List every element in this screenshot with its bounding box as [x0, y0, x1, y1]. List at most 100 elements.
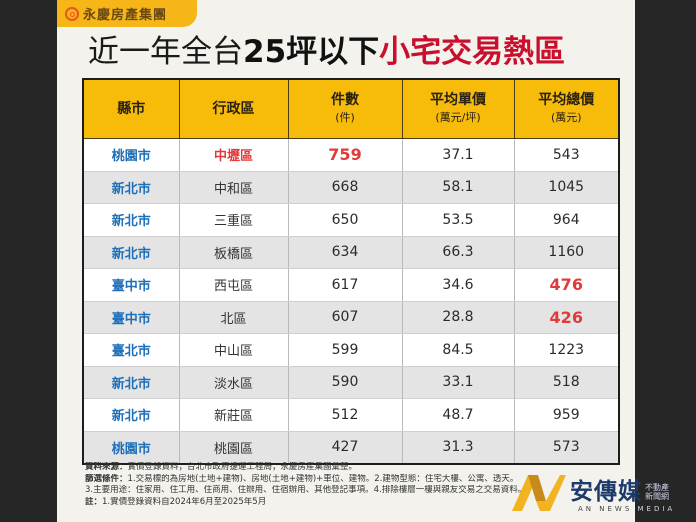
cell-unit-price: 66.3: [402, 236, 515, 269]
watermark-sub-right: MEDIA: [637, 505, 676, 513]
note-text: 1.交易標的為房地(土地+建物)、房地(土地+建物)+車位、建物。2.建物型態：…: [127, 473, 519, 484]
header-unit: (萬元/坪): [435, 111, 481, 124]
hotspot-table: 縣市 行政區 件數 (件) 平均單價 (萬元/坪) 平均總價 (萬元) 桃園市 中壢區…: [82, 78, 620, 465]
note-text: 3.主要用途：住家用、住工用、住商用、住辦用、住宿辦用、其他登記事項。4.排除樓…: [85, 485, 527, 495]
note-label: 註：: [85, 496, 103, 507]
table-row: 桃園市 桃園區 427 31.3 573: [84, 431, 618, 463]
table-row: 臺中市 西屯區 617 34.6 476: [84, 268, 618, 302]
cell-total-price: 1160: [514, 236, 618, 269]
cell-unit-price: 34.6: [402, 268, 515, 302]
watermark: 安傳媒 不動產 新聞網: [510, 467, 696, 517]
page-title: 近一年全台25坪以下小宅交易熱區: [88, 30, 565, 74]
note-source: 資料來源：實價登錄資料；台北市政府捷運工程局；永慶房產集團彙整。: [85, 462, 605, 474]
table-row: 臺北市 中山區 599 84.5 1223: [84, 333, 618, 367]
cell-district: 淡水區: [179, 366, 289, 399]
cell-total-price: 959: [514, 398, 618, 432]
watermark-side-bottom: 新聞網: [645, 492, 669, 501]
cell-city: 新北市: [84, 203, 180, 237]
header-label: 行政區: [212, 100, 255, 117]
cell-unit-price: 58.1: [402, 171, 515, 204]
cell-count: 617: [288, 268, 403, 302]
cell-district: 桃園區: [179, 431, 289, 463]
cell-district: 三重區: [179, 203, 289, 237]
table-row: 新北市 板橋區 634 66.3 1160: [84, 236, 618, 269]
note-period: 註：1.實價登錄資料自2024年6月至2025年5月: [85, 497, 605, 509]
cell-count: 590: [288, 366, 403, 399]
cell-unit-price: 28.8: [402, 301, 515, 334]
header-label: 縣市: [117, 100, 146, 117]
cell-district: 板橋區: [179, 236, 289, 269]
cell-district: 中壢區: [179, 138, 289, 172]
cell-total-price: 518: [514, 366, 618, 399]
header-count: 件數 (件): [288, 80, 403, 139]
cell-total-price: 426: [514, 301, 618, 334]
cell-count: 427: [288, 431, 403, 463]
cell-total-price: 476: [514, 268, 618, 302]
cell-district: 中山區: [179, 333, 289, 367]
cell-city: 新北市: [84, 398, 180, 432]
cell-district: 西屯區: [179, 268, 289, 302]
title-part-3: 小宅交易熱區: [379, 34, 566, 70]
note-text: 1.實價登錄資料自2024年6月至2025年5月: [102, 496, 267, 507]
note-label: 資料來源：: [85, 462, 128, 472]
cell-count: 599: [288, 333, 403, 367]
header-unit-price: 平均單價 (萬元/坪): [402, 80, 515, 139]
cell-city: 臺中市: [84, 301, 180, 334]
cell-count: 668: [288, 171, 403, 204]
header-label: 平均單價: [430, 92, 486, 108]
cell-city: 桃園市: [84, 431, 180, 463]
cell-district: 中和區: [179, 171, 289, 204]
watermark-subtitle: AN NEWS MEDIA: [578, 505, 675, 513]
watermark-sub-left: AN NEWS: [578, 505, 633, 513]
cell-total-price: 573: [514, 431, 618, 463]
cell-unit-price: 33.1: [402, 366, 515, 399]
cell-total-price: 964: [514, 203, 618, 237]
cell-count: 759: [288, 138, 403, 172]
cell-count: 634: [288, 236, 403, 269]
watermark-side: 不動產 新聞網: [645, 483, 669, 501]
watermark-name: 安傳媒: [570, 479, 642, 505]
cell-total-price: 1045: [514, 171, 618, 204]
note-text: 實價登錄資料；台北市政府捷運工程局；永慶房產集團彙整。: [127, 462, 358, 472]
table-row: 新北市 淡水區 590 33.1 518: [84, 366, 618, 399]
note-usage: 3.主要用途：住家用、住工用、住商用、住辦用、住宿辦用、其他登記事項。4.排除樓…: [85, 485, 605, 497]
header-total-price: 平均總價 (萬元): [514, 80, 618, 139]
table-row: 新北市 三重區 650 53.5 964: [84, 203, 618, 237]
brand-logo-icon: [65, 6, 79, 21]
cell-unit-price: 37.1: [402, 138, 515, 172]
cell-count: 512: [288, 398, 403, 432]
footnotes: 資料來源：實價登錄資料；台北市政府捷運工程局；永慶房產集團彙整。 篩選條件：1.…: [85, 462, 605, 508]
cell-city: 桃園市: [84, 138, 180, 172]
cell-count: 650: [288, 203, 403, 237]
cell-total-price: 543: [514, 138, 618, 172]
cell-count: 607: [288, 301, 403, 334]
table-row: 桃園市 中壢區 759 37.1 543: [84, 138, 618, 172]
watermark-side-top: 不動產: [645, 483, 669, 492]
table-row: 新北市 中和區 668 58.1 1045: [84, 171, 618, 204]
cell-unit-price: 48.7: [402, 398, 515, 432]
cell-unit-price: 53.5: [402, 203, 515, 237]
header-label: 平均總價: [538, 92, 595, 108]
cell-city: 臺北市: [84, 333, 180, 367]
cell-city: 新北市: [84, 366, 180, 399]
table-row: 新北市 新莊區 512 48.7 959: [84, 398, 618, 432]
table-header-row: 縣市 行政區 件數 (件) 平均單價 (萬元/坪) 平均總價 (萬元): [84, 80, 618, 139]
header-city: 縣市: [84, 80, 180, 139]
header-label: 件數: [331, 92, 359, 108]
cell-total-price: 1223: [514, 333, 618, 367]
note-filter: 篩選條件：1.交易標的為房地(土地+建物)、房地(土地+建物)+車位、建物。2.…: [85, 474, 605, 486]
title-part-1: 近一年全台: [88, 34, 243, 70]
cell-city: 新北市: [84, 236, 180, 269]
cell-unit-price: 31.3: [402, 431, 515, 463]
cell-city: 新北市: [84, 171, 180, 204]
note-label: 篩選條件：: [85, 473, 128, 484]
brand-name: 永慶房產集團: [83, 8, 168, 23]
cell-unit-price: 84.5: [402, 333, 515, 367]
cell-city: 臺中市: [84, 268, 180, 302]
watermark-logo-icon: [510, 471, 568, 513]
cell-district: 新莊區: [179, 398, 289, 432]
header-district: 行政區: [179, 80, 289, 139]
cell-district: 北區: [179, 301, 289, 334]
header-unit: (件): [335, 111, 355, 124]
brand-tab: 永慶房產集團: [57, 0, 197, 27]
